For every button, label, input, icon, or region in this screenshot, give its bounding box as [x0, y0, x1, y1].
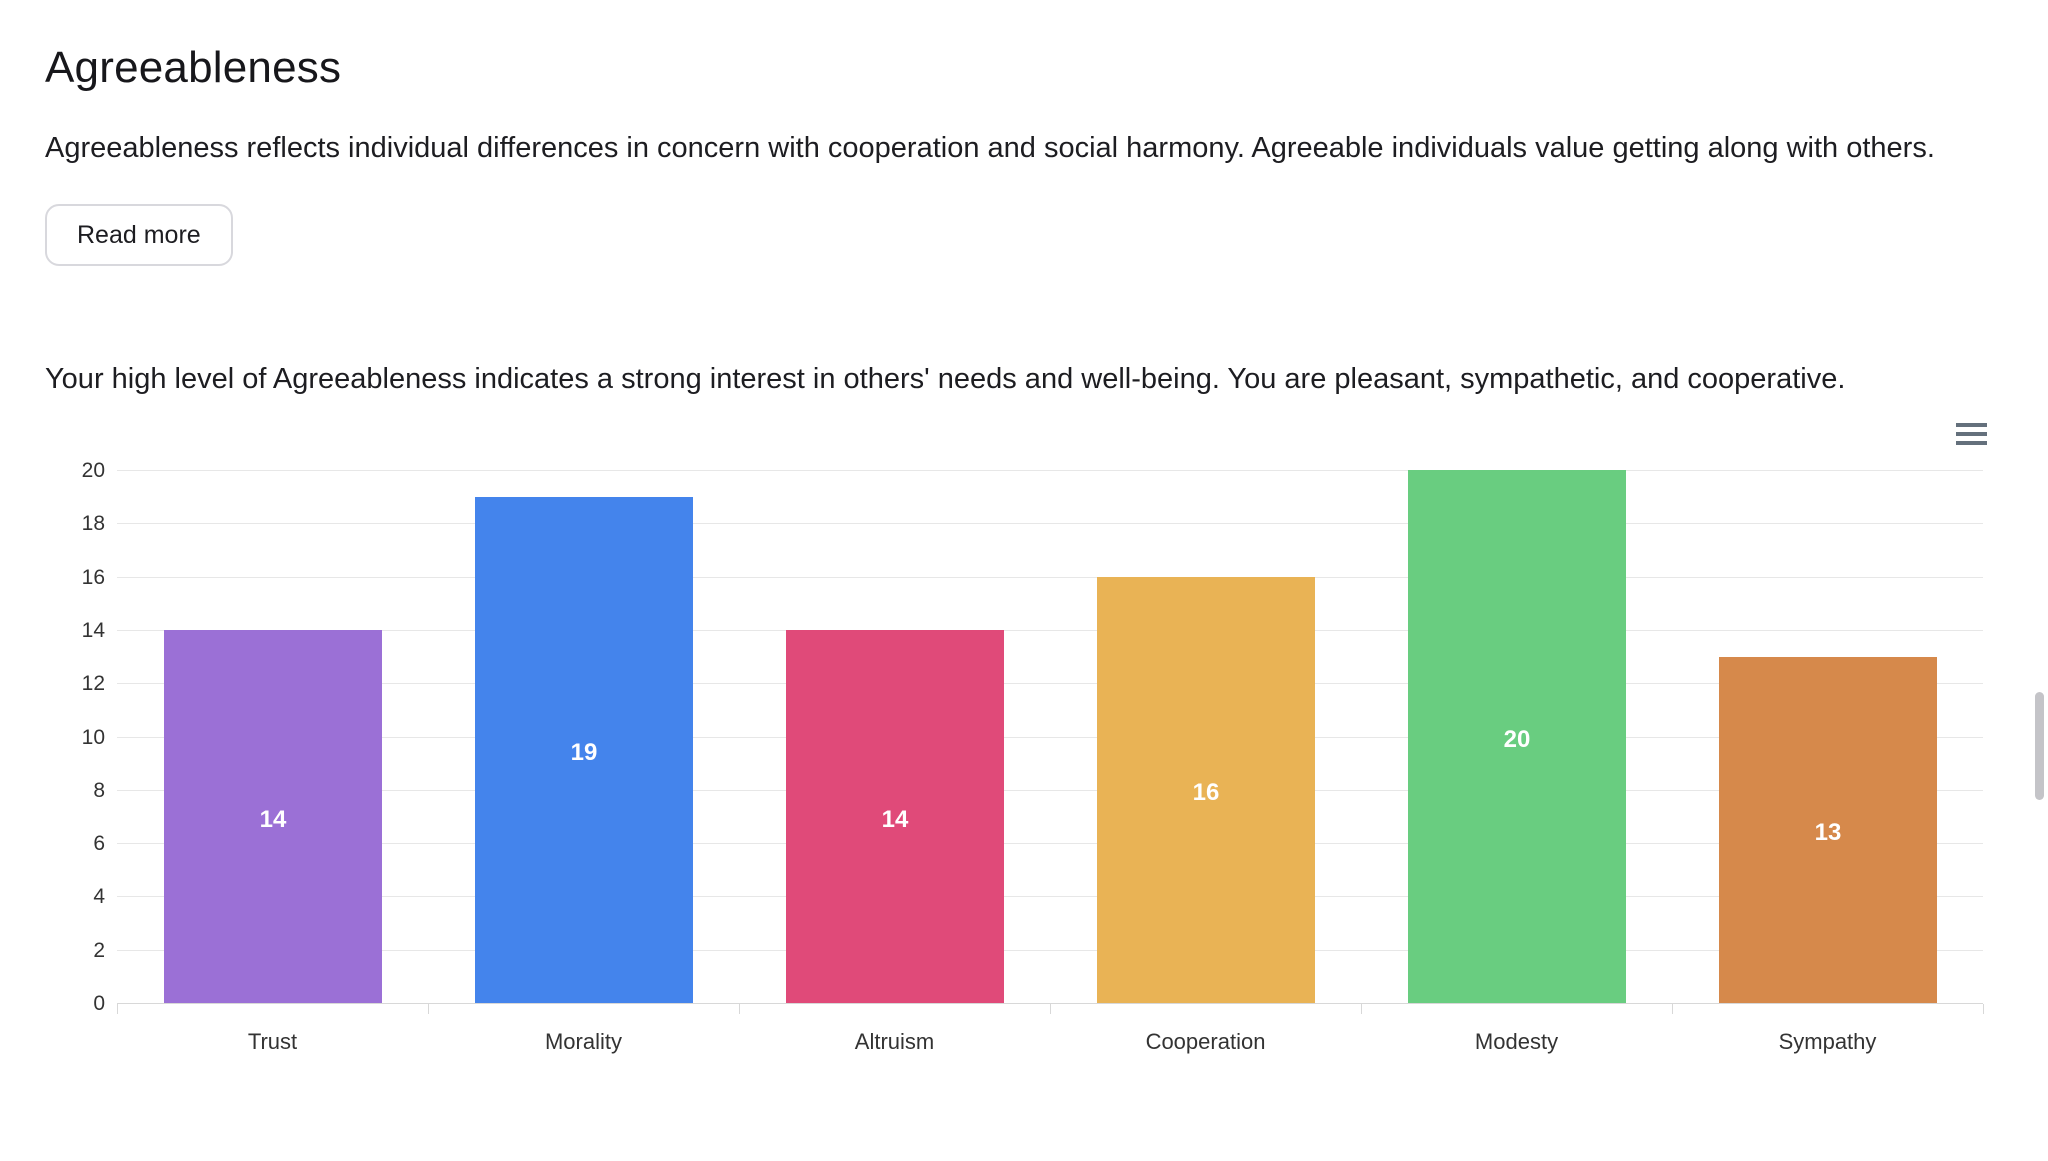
y-axis-label: 16 [81, 566, 105, 589]
bar-value-label: 16 [1192, 779, 1220, 806]
hamburger-icon [1955, 432, 1987, 436]
gridline [117, 577, 1983, 578]
x-axis-label: Trust [247, 1029, 298, 1054]
x-axis-tick [117, 1004, 118, 1014]
bar-value-label: 13 [1814, 819, 1842, 846]
subtrait-bar-chart: 0 2 4 6 8 10 12 14 16 18 20 14 Trust 19 Morality 14 Altr… [0, 420, 2048, 1120]
y-axis-label: 20 [81, 459, 105, 482]
chart-context-menu-button[interactable] [1949, 416, 1993, 454]
read-more-button[interactable]: Read more [45, 204, 233, 266]
x-axis-tick [1050, 1004, 1051, 1014]
gridline [117, 896, 1983, 897]
y-axis-label: 0 [93, 992, 105, 1015]
x-axis-tick [428, 1004, 429, 1014]
y-axis-label: 8 [93, 779, 105, 802]
hamburger-icon [1955, 441, 1987, 445]
gridline [117, 683, 1983, 684]
bar-morality[interactable] [475, 497, 693, 1003]
y-axis-label: 14 [81, 619, 105, 642]
bar-value-label: 20 [1503, 726, 1531, 753]
gridline [117, 630, 1983, 631]
y-axis-label: 12 [81, 672, 105, 695]
x-axis-tick [739, 1004, 740, 1014]
gridline [117, 950, 1983, 951]
result-text: Your high level of Agreeableness indicat… [45, 363, 1846, 395]
trait-description: Agreeableness reflects individual differ… [45, 132, 1935, 164]
x-axis-line [117, 1003, 1983, 1004]
bar-trust[interactable] [164, 630, 382, 1003]
scrollbar-thumb[interactable] [2035, 692, 2044, 800]
y-axis-label: 18 [81, 512, 105, 535]
gridline [117, 470, 1983, 471]
bar-value-label: 19 [570, 739, 598, 766]
bar-value-label: 14 [259, 806, 287, 833]
y-axis-label: 10 [81, 726, 105, 749]
y-axis-label: 2 [93, 939, 105, 962]
gridline [117, 737, 1983, 738]
x-axis-label: Cooperation [1145, 1029, 1266, 1054]
bar-sympathy[interactable] [1719, 657, 1937, 1003]
y-axis-label: 4 [93, 885, 105, 908]
page-title: Agreeableness [45, 43, 342, 93]
bar-cooperation[interactable] [1097, 577, 1315, 1003]
x-axis-label: Morality [544, 1029, 622, 1054]
x-axis-label: Altruism [854, 1029, 935, 1054]
x-axis-label: Sympathy [1778, 1029, 1877, 1054]
x-axis-tick [1983, 1004, 1984, 1014]
gridline [117, 790, 1983, 791]
bar-altruism[interactable] [786, 630, 1004, 1003]
x-axis-tick [1361, 1004, 1362, 1014]
gridline [117, 523, 1983, 524]
hamburger-icon [1955, 423, 1987, 427]
bar-value-label: 14 [881, 806, 909, 833]
gridline [117, 843, 1983, 844]
x-axis-label: Modesty [1474, 1029, 1559, 1054]
y-axis-label: 6 [93, 832, 105, 855]
x-axis-tick [1672, 1004, 1673, 1014]
bar-modesty[interactable] [1408, 470, 1626, 1003]
